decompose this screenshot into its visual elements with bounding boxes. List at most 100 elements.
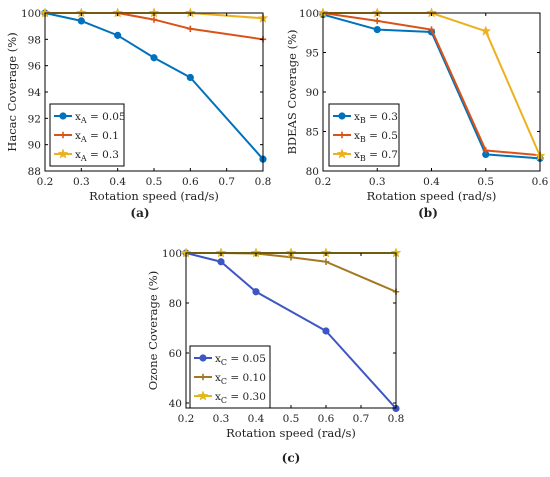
x-tick-label-a-5: 0.7 <box>218 176 235 188</box>
legend-value-b-1: = 0.5 <box>366 130 398 142</box>
x-tick-label-b-4: 0.6 <box>532 176 549 188</box>
data-point-c-1-4 <box>322 258 330 265</box>
legend-subscript-a-0: A <box>80 116 87 125</box>
legend-value-c-1: = 0.10 <box>227 372 266 384</box>
legend-marker-c-1 <box>199 373 207 381</box>
legend-subscript-b-0: B <box>360 116 366 125</box>
legend-entry-a-0: xA = 0.05 <box>75 111 126 125</box>
legend-value-a-2: = 0.3 <box>87 149 119 161</box>
x-tick-label-b-2: 0.4 <box>423 176 440 188</box>
y-tick-label-a-1: 90 <box>28 140 41 152</box>
legend-symbol-a-2: x <box>75 149 81 161</box>
x-tick-label-a-2: 0.4 <box>109 176 126 188</box>
data-point-a-1-4 <box>187 25 194 32</box>
chart-panel-a: 0.2 0.3 0.4 0.5 0.6 0.7 0.8 88 90 92 94 96 98 100 Rota… <box>5 7 272 220</box>
data-point-b-0-1 <box>373 25 381 34</box>
legend-symbol-a-0: x <box>75 111 81 123</box>
legend-value-c-2: = 0.30 <box>227 391 266 403</box>
x-tick-label-c-1: 0.3 <box>213 413 230 425</box>
chart-panel-c: 0.2 0.3 0.4 0.5 0.6 0.7 0.8 40 60 80 100 Rotation s… <box>146 247 404 465</box>
legend-subscript-a-1: A <box>80 135 87 144</box>
chart-panel-b: 0.2 0.3 0.4 0.5 0.6 80 85 90 95 100 Rotation speed… <box>285 7 549 220</box>
legend-marker-c-2 <box>197 390 209 401</box>
x-tick-label-a-3: 0.5 <box>146 176 163 188</box>
legend-symbol-c-2: x <box>215 391 221 403</box>
x-tick-label-b-3: 0.5 <box>477 176 494 188</box>
y-tick-label-b-2: 90 <box>306 87 319 99</box>
legend-marker-c-0 <box>199 354 207 362</box>
y-tick-label-a-4: 96 <box>28 61 42 73</box>
y-tick-label-c-3: 100 <box>162 248 182 260</box>
legend-entry-a-2: xA = 0.3 <box>75 149 119 163</box>
y-tick-label-b-3: 95 <box>306 48 319 60</box>
y-tick-label-b-4: 100 <box>299 8 319 20</box>
panel-caption-a: (a) <box>130 206 149 220</box>
data-point-c-0-2 <box>252 288 260 296</box>
y-tick-label-a-6: 100 <box>21 8 41 20</box>
legend-subscript-b-1: B <box>360 135 366 144</box>
legend-entry-b-1: xB = 0.5 <box>354 130 398 144</box>
y-tick-label-a-5: 98 <box>28 34 41 46</box>
y-tick-label-a-0: 88 <box>28 166 41 178</box>
data-point-a-0-2 <box>114 31 122 39</box>
legend-entry-b-2: xB = 0.7 <box>354 149 398 163</box>
x-tick-label-c-4: 0.6 <box>318 413 335 425</box>
data-point-a-0-3 <box>150 54 158 62</box>
legend-entry-c-2: xC = 0.30 <box>215 391 266 405</box>
y-tick-label-b-1: 85 <box>306 127 319 139</box>
legend-subscript-c-0: C <box>221 358 227 367</box>
legend-marker-a-0 <box>59 112 67 120</box>
y-axis-label-a: Hacac Coverage (%) <box>5 32 19 151</box>
legend-symbol-b-1: x <box>354 130 360 142</box>
x-tick-label-c-2: 0.4 <box>248 413 265 425</box>
x-axis-label-c: Rotation speed (rad/s) <box>226 426 356 440</box>
legend-value-b-2: = 0.7 <box>366 149 398 161</box>
x-tick-label-c-5: 0.7 <box>353 413 370 425</box>
legend-entry-b-0: xB = 0.3 <box>354 111 398 125</box>
x-tick-label-a-6: 0.8 <box>255 176 272 188</box>
y-axis-label-c: Ozone Coverage (%) <box>146 271 160 390</box>
data-point-c-0-3 <box>322 327 330 335</box>
panel-caption-c: (c) <box>282 451 301 465</box>
x-tick-label-a-4: 0.6 <box>182 176 199 188</box>
legend-marker-b-0 <box>338 112 346 120</box>
legend-marker-a-2 <box>57 148 69 159</box>
series-line-a-0 <box>44 12 264 160</box>
legend-subscript-c-2: C <box>221 396 227 405</box>
legend-entry-c-1: xC = 0.10 <box>215 372 266 386</box>
legend-symbol-b-2: x <box>354 149 360 161</box>
x-tick-label-c-3: 0.5 <box>283 413 300 425</box>
data-point-b-1-1 <box>374 17 381 25</box>
y-tick-label-c-2: 80 <box>169 298 182 310</box>
x-tick-label-a-1: 0.3 <box>73 176 90 188</box>
y-tick-label-a-3: 94 <box>28 87 42 99</box>
x-axis-label-b: Rotation speed (rad/s) <box>367 189 497 203</box>
legend-value-a-1: = 0.1 <box>87 130 119 142</box>
y-tick-label-c-0: 40 <box>169 398 182 410</box>
data-point-a-0-4 <box>186 73 194 82</box>
data-point-b-2-3 <box>480 25 492 36</box>
legend-symbol-a-1: x <box>75 130 81 142</box>
y-tick-label-a-2: 92 <box>28 113 41 125</box>
data-point-b-1-2 <box>428 26 435 33</box>
data-point-a-1-3 <box>150 16 158 23</box>
legend-value-c-0: = 0.05 <box>227 353 266 365</box>
data-point-b-1-3 <box>482 147 489 154</box>
y-tick-label-c-1: 60 <box>169 348 182 360</box>
panel-caption-b: (b) <box>418 206 438 220</box>
y-axis-label-b: BDEAS Coverage (%) <box>285 29 299 154</box>
x-tick-label-a-0: 0.2 <box>37 176 54 188</box>
legend-value-b-0: = 0.3 <box>366 111 398 123</box>
legend-value-a-0: = 0.05 <box>87 111 126 123</box>
legend-symbol-c-0: x <box>215 353 221 365</box>
x-tick-label-b-1: 0.3 <box>369 176 386 188</box>
legend-entry-c-0: xC = 0.05 <box>215 353 266 367</box>
legend-subscript-c-1: C <box>221 377 227 386</box>
legend-subscript-b-2: B <box>360 154 366 163</box>
legend-marker-b-2 <box>336 148 348 159</box>
data-point-c-0-1 <box>217 258 225 266</box>
x-tick-label-c-0: 0.2 <box>178 413 195 425</box>
legend-symbol-c-1: x <box>215 372 221 384</box>
legend-symbol-b-0: x <box>354 111 360 123</box>
data-point-a-0-1 <box>77 17 85 25</box>
